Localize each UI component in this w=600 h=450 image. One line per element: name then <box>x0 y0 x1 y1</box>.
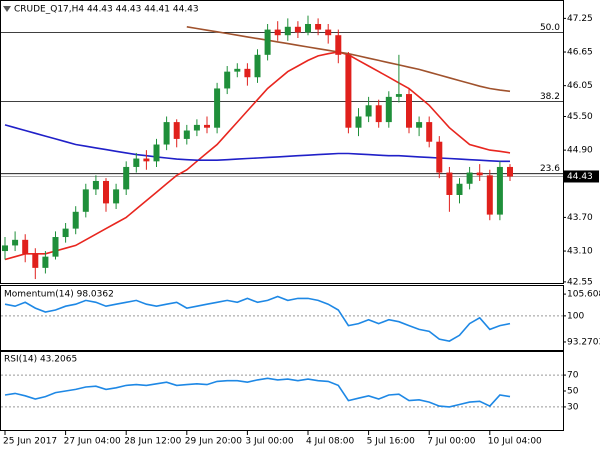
y-tick-label: 93.2703 <box>567 337 600 347</box>
candle-body <box>315 23 322 30</box>
candle-body <box>92 180 99 190</box>
y-tick-label: 46.05 <box>567 81 593 91</box>
candle-body <box>123 166 130 190</box>
candle-body <box>52 237 59 257</box>
candle-body <box>183 130 190 139</box>
moving-average <box>4 51 511 261</box>
price-box <box>564 170 599 183</box>
candle-body <box>385 96 392 123</box>
candle-body <box>163 122 170 145</box>
candle-body <box>406 94 412 128</box>
main-pane <box>0 0 564 284</box>
candle-body <box>325 29 332 36</box>
candle-body <box>345 54 352 128</box>
candle-body <box>496 166 503 215</box>
y-tick-label: 43.10 <box>567 247 593 257</box>
candle-body <box>193 124 200 131</box>
candle-body <box>113 189 120 204</box>
candle-body <box>507 166 513 177</box>
x-tick-label: 7 Jul 00:00 <box>427 437 476 447</box>
candle-body <box>486 175 493 215</box>
candle-body <box>476 172 483 176</box>
x-tick-label: 5 Jul 16:00 <box>367 437 416 447</box>
y-tick-label: 30 <box>567 402 579 412</box>
candle-body <box>62 228 69 238</box>
candle-body <box>82 189 89 212</box>
x-tick-label: 4 Jul 08:00 <box>306 437 355 447</box>
y-tick-label: 45.50 <box>567 112 593 122</box>
candle-body <box>12 239 19 246</box>
x-tick-label: 3 Jul 00:00 <box>245 437 294 447</box>
candle-body <box>133 158 140 167</box>
candle-body <box>456 183 463 195</box>
candle-body <box>244 68 251 78</box>
candle-body <box>224 71 231 89</box>
candle-body <box>2 245 8 252</box>
candle-body <box>274 29 281 36</box>
x-tick-label: 28 Jun 12:00 <box>124 437 181 447</box>
candle-body <box>264 29 271 55</box>
y-tick-label: 47.25 <box>567 14 593 24</box>
fib-label: 38.2 <box>540 92 560 102</box>
price-label: 44.43 <box>567 172 593 182</box>
indicator-line <box>4 295 511 342</box>
candle-body <box>355 116 362 128</box>
y-tick-label: 105.6089 <box>567 290 600 300</box>
candle-body <box>436 141 443 173</box>
candle-body <box>335 35 342 55</box>
candle-body <box>365 105 372 117</box>
candle-body <box>284 26 291 36</box>
candle-body <box>416 122 423 128</box>
indicator-line <box>4 377 511 408</box>
x-tick-label: 10 Jul 04:00 <box>488 437 542 447</box>
y-tick-label: 100 <box>567 311 584 321</box>
candle-body <box>72 211 79 229</box>
candle-body <box>426 122 433 142</box>
candle-body <box>204 124 210 128</box>
indicator-title: RSI(14) 43.2065 <box>4 355 77 365</box>
candle-body <box>153 144 160 162</box>
candle-body <box>466 172 473 184</box>
candle-body <box>173 122 180 139</box>
y-tick-label: 43.70 <box>567 213 593 223</box>
candle-body <box>254 54 261 78</box>
y-tick-label: 46.65 <box>567 48 593 58</box>
candle-body <box>446 172 453 195</box>
candle-body <box>103 180 109 204</box>
menu-icon[interactable] <box>3 6 11 12</box>
candle-body <box>294 26 301 33</box>
candle-body <box>32 253 39 268</box>
candle-body <box>234 68 241 72</box>
y-tick-label: 50 <box>567 387 579 397</box>
candle-body <box>305 23 311 33</box>
candle-body <box>395 94 402 97</box>
x-tick-label: 27 Jun 04:00 <box>64 437 121 447</box>
candle-body <box>143 158 150 162</box>
candle-body <box>214 88 221 128</box>
candle-body <box>42 256 49 268</box>
y-tick-label: 42.55 <box>567 277 593 287</box>
candle-body <box>22 239 29 254</box>
fib-label: 50.0 <box>540 23 560 33</box>
fib-label: 23.6 <box>540 164 560 174</box>
y-tick-label: 70 <box>567 371 579 381</box>
x-tick-label: 25 Jun 2017 <box>3 437 57 447</box>
momentum-pane <box>0 285 564 351</box>
candle-body <box>375 105 382 123</box>
moving-average <box>4 124 510 163</box>
y-tick-label: 44.90 <box>567 146 593 156</box>
chart-title: CRUDE_Q17,H4 44.43 44.43 44.41 44.43 <box>14 5 199 15</box>
indicator-title: Momentum(14) 98.0362 <box>4 290 114 300</box>
x-tick-label: 29 Jun 20:00 <box>185 437 242 447</box>
